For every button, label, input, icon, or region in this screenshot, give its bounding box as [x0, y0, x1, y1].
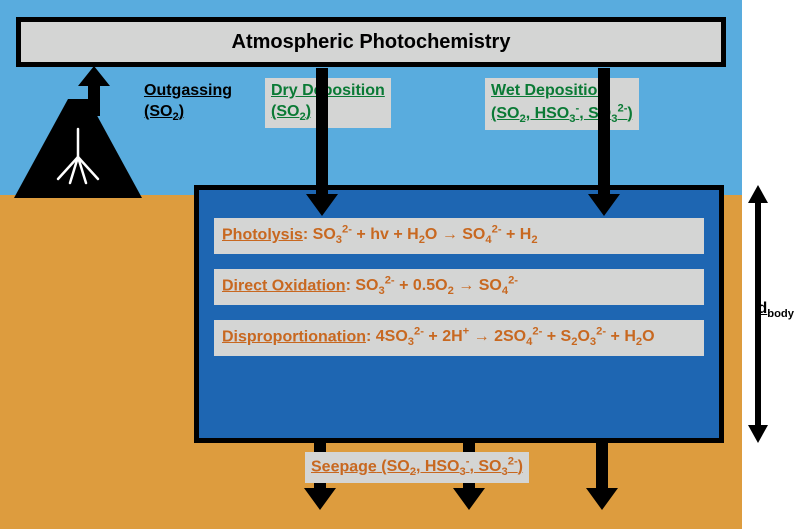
atmospheric-box: Atmospheric Photochemistry: [16, 17, 726, 67]
photolysis-name: Photolysis: [222, 226, 303, 243]
seepage-label: Seepage (SO2, HSO3-, SO32-): [305, 452, 529, 483]
outgassing-arrow: [78, 66, 110, 116]
dbody-d: d: [757, 300, 767, 317]
oxidation-name: Direct Oxidation: [222, 277, 346, 294]
dbody-label: dbody: [757, 300, 794, 320]
diagram-root: Atmospheric Photochemistry Outgassing (S…: [0, 0, 800, 529]
seepage-species: (SO2, HSO3-, SO32-): [377, 458, 523, 475]
dry-species: (SO2): [271, 103, 311, 120]
outgassing-label: Outgassing (SO2): [138, 78, 238, 128]
dry-deposition-arrow: [306, 68, 338, 216]
oxidation-eq: : SO32- + 0.5O2 → SO42-: [346, 277, 518, 294]
outgassing-title: Outgassing: [144, 82, 232, 99]
photolysis-eq: : SO32- + hv + H2O → SO42- + H2: [303, 226, 538, 243]
atmospheric-title: Atmospheric Photochemistry: [232, 31, 511, 53]
disproportionation-reaction: Disproportionation: 4SO32- + 2H+ → 2SO42…: [214, 320, 704, 356]
dbody-sub: body: [767, 308, 794, 320]
dispro-name: Disproportionation: [222, 328, 366, 345]
seepage-arrow-3: [586, 440, 618, 510]
oxidation-reaction: Direct Oxidation: SO32- + 0.5O2 → SO42-: [214, 269, 704, 305]
dispro-eq: : 4SO32- + 2H+ → 2SO42- + S2O32- + H2O: [366, 328, 655, 345]
outgassing-species: (SO2): [144, 103, 184, 120]
wet-deposition-arrow: [588, 68, 620, 216]
photolysis-reaction: Photolysis: SO32- + hv + H2O → SO42- + H…: [214, 218, 704, 254]
seepage-title: Seepage: [311, 458, 377, 475]
